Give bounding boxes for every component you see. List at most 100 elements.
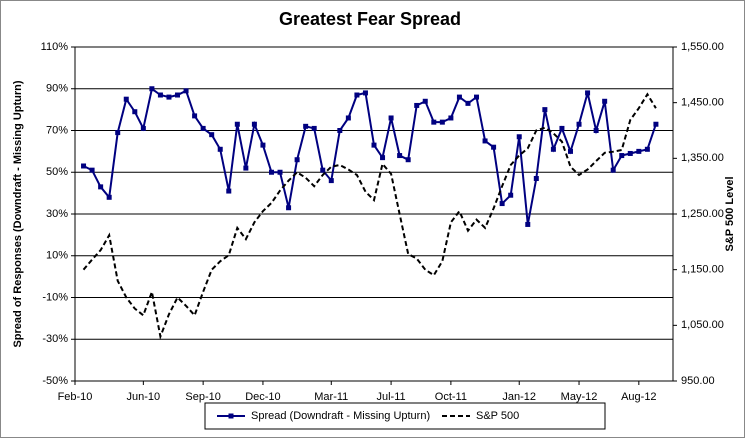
data-point — [166, 94, 172, 100]
y2-tick-label: 1,150.00 — [681, 264, 724, 276]
x-tick-label: Oct-11 — [435, 391, 467, 403]
data-point — [140, 125, 146, 131]
data-point — [397, 153, 403, 159]
data-point — [491, 144, 497, 150]
data-point — [465, 100, 471, 106]
data-point — [414, 102, 420, 108]
data-point — [619, 153, 625, 159]
data-point — [260, 142, 266, 148]
data-point — [499, 201, 505, 207]
x-tick-label: Jul-11 — [377, 391, 406, 403]
data-point — [345, 115, 351, 121]
data-point — [508, 192, 514, 198]
data-point — [81, 163, 87, 169]
data-point — [337, 128, 343, 133]
data-point — [439, 119, 445, 125]
data-point — [474, 94, 480, 100]
data-point — [422, 98, 428, 104]
legend-box — [204, 402, 606, 430]
data-point — [217, 146, 223, 152]
data-point — [482, 138, 488, 144]
y-tick-label: 30% — [46, 208, 68, 220]
data-point — [516, 134, 522, 140]
x-tick-label: Aug-12 — [621, 391, 656, 403]
data-point — [115, 130, 121, 136]
y-tick-label: 110% — [41, 41, 69, 53]
data-point — [431, 119, 437, 125]
data-point — [200, 125, 206, 131]
data-point — [106, 194, 112, 200]
data-point — [123, 96, 129, 102]
data-point — [602, 98, 608, 104]
legend-label: Spread (Downdraft - Missing Upturn) — [251, 410, 430, 422]
data-point — [525, 221, 531, 227]
data-point — [98, 184, 104, 190]
data-point — [268, 169, 274, 175]
chart-title: Greatest Fear Spread — [279, 9, 461, 29]
data-point — [585, 90, 591, 96]
data-point — [448, 115, 454, 121]
legend-marker — [228, 413, 234, 419]
data-point — [559, 125, 565, 131]
data-point — [311, 125, 317, 131]
y2-tick-label: 950.00 — [681, 375, 715, 387]
data-point — [636, 148, 642, 154]
data-point — [653, 121, 659, 127]
data-point — [456, 94, 462, 100]
data-point — [328, 178, 334, 184]
data-point — [320, 167, 326, 173]
series-line — [82, 92, 657, 341]
data-point — [550, 146, 556, 152]
x-tick-label: Jun-10 — [127, 391, 161, 403]
y2-tick-label: 1,050.00 — [681, 319, 724, 331]
y2-axis-label: S&P 500 Level — [724, 176, 736, 251]
data-point — [251, 121, 257, 127]
data-point — [576, 121, 582, 127]
data-point — [234, 121, 240, 127]
data-point — [644, 146, 650, 152]
data-point — [380, 155, 386, 161]
data-point — [149, 86, 155, 92]
data-point — [371, 142, 377, 148]
data-point — [354, 92, 360, 98]
x-tick-label: Mar-11 — [314, 391, 348, 403]
x-tick-label: Feb-10 — [58, 391, 93, 403]
data-point — [243, 165, 249, 171]
legend-label: S&P 500 — [476, 410, 519, 422]
data-point — [610, 167, 616, 173]
data-point — [183, 88, 189, 94]
y-tick-label: 90% — [46, 83, 68, 95]
y2-tick-label: 1,550.00 — [681, 41, 724, 53]
x-tick-label: May-12 — [561, 391, 598, 403]
y-axis-label: Spread of Responses (Downdraft - Missing… — [12, 80, 24, 347]
y-tick-label: -10% — [42, 291, 68, 303]
y-tick-label: -30% — [42, 333, 68, 345]
data-point — [209, 132, 215, 138]
data-point — [226, 188, 232, 194]
data-point — [542, 107, 548, 113]
data-point — [533, 176, 539, 182]
data-point — [388, 115, 394, 121]
data-point — [175, 92, 181, 98]
data-point — [593, 128, 599, 133]
data-point — [132, 109, 138, 115]
y-tick-label: 10% — [46, 250, 68, 262]
x-tick-label: Sep-10 — [185, 391, 220, 403]
data-point — [89, 167, 95, 173]
data-point — [362, 90, 368, 96]
y2-tick-label: 1,350.00 — [681, 152, 724, 164]
y-tick-label: 70% — [46, 124, 68, 136]
x-tick-label: Dec-10 — [245, 391, 280, 403]
data-point — [192, 113, 198, 119]
y2-tick-label: 1,250.00 — [681, 208, 724, 220]
x-tick-label: Jan-12 — [502, 391, 536, 403]
y2-tick-label: 1,450.00 — [681, 97, 724, 109]
data-point — [405, 157, 411, 163]
data-point — [627, 150, 633, 156]
data-point — [157, 92, 163, 98]
data-point — [567, 148, 573, 154]
y-tick-label: 50% — [46, 166, 68, 178]
data-point — [286, 205, 292, 211]
y-tick-label: -50% — [42, 375, 68, 387]
